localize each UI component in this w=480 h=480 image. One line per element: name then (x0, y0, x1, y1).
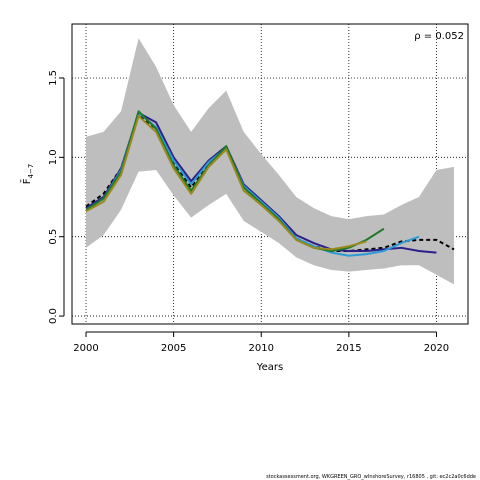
confidence-band (86, 38, 454, 285)
rho-annotation: ρ = 0.052 (414, 31, 464, 42)
y-tick-label: 0.5 (48, 229, 59, 245)
y-tick-label: 0.0 (48, 308, 59, 324)
series-line-5 (85, 115, 367, 251)
series-group (85, 110, 455, 257)
svg-text:F̄4−7: F̄4−7 (20, 164, 35, 185)
confidence-band-group (86, 38, 454, 285)
y-axis-title-main: F̄ (20, 178, 33, 184)
footer-note: stockassessment.org, WKGREEN_GRO_wInshor… (266, 474, 476, 480)
x-tick-label: 2000 (73, 343, 98, 354)
x-axis-title: Years (256, 362, 283, 373)
y-axis: 0.0 0.5 1.0 1.5 (48, 70, 65, 324)
x-axis: 2000 2005 2010 2015 2020 (73, 331, 449, 354)
x-tick-label: 2020 (424, 343, 449, 354)
series-line-4 (85, 110, 385, 252)
y-axis-title-subscript: 4−7 (27, 164, 35, 179)
plot-frame (71, 23, 469, 325)
x-tick-label: 2010 (249, 343, 274, 354)
x-tick-label: 2005 (161, 343, 186, 354)
x-tick-label: 2015 (336, 343, 361, 354)
y-axis-title: F̄4−7 (20, 164, 35, 185)
y-tick-label: 1.5 (48, 70, 59, 86)
y-tick-label: 1.0 (48, 149, 59, 165)
